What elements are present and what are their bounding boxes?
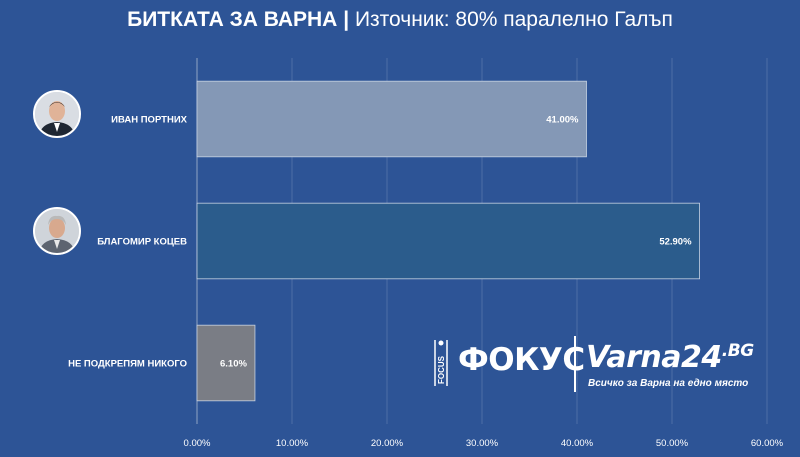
media-logos: FOCUS ФОКУС Varna24.BG Всичко за Варна н…: [428, 330, 768, 400]
data-label: 52.90%: [659, 237, 692, 248]
x-tick-label: 0.00%: [184, 438, 211, 449]
title-separator: |: [343, 8, 350, 31]
x-tick-label: 40.00%: [561, 438, 594, 449]
bar-1: [196, 202, 700, 280]
title-subtitle: Източник: 80% паралелно Галъп: [354, 8, 673, 31]
value-labels: 41.00% 52.90% 6.10%: [220, 115, 692, 370]
focus-logo-vertical: FOCUS: [434, 340, 448, 386]
person-icon: [35, 92, 79, 136]
title-main: БИТКАТА ЗА ВАРНА: [127, 8, 338, 31]
candidate-photo-portnih: [33, 90, 81, 138]
bars: [196, 80, 700, 402]
candidate-photo-kotsev: [33, 207, 81, 255]
bar-2: [196, 324, 256, 402]
x-tick-label: 20.00%: [371, 438, 404, 449]
data-label: 41.00%: [546, 115, 579, 126]
chart-title: БИТКАТА ЗА ВАРНА | Източник: 80% паралел…: [0, 8, 800, 32]
category-label: ИВАН ПОРТНИХ: [111, 115, 187, 126]
varna24-suffix: .BG: [721, 341, 754, 361]
x-tick-label: 30.00%: [466, 438, 499, 449]
x-tick-label: 10.00%: [276, 438, 309, 449]
varna24-tagline: Всичко за Варна на едно място: [588, 378, 749, 389]
x-tick-label: 50.00%: [656, 438, 689, 449]
x-tick-labels: 0.00% 10.00% 20.00% 30.00% 40.00% 50.00% 60.00…: [184, 438, 784, 449]
varna24-logo: Varna24.BG: [586, 340, 754, 375]
logo-divider: [574, 336, 576, 392]
category-labels: ИВАН ПОРТНИХ БЛАГОМИР КОЦЕВ НЕ ПОДКРЕПЯМ Н…: [68, 115, 188, 370]
person-icon: [35, 209, 79, 253]
bar-0: [196, 80, 587, 158]
category-label: НЕ ПОДКРЕПЯМ НИКОГО: [68, 359, 187, 370]
focus-logo: ФОКУС: [458, 342, 585, 378]
focus-vertical-text: FOCUS: [437, 355, 446, 384]
varna24-name: Varna24: [586, 340, 722, 375]
category-label: БЛАГОМИР КОЦЕВ: [97, 237, 187, 248]
data-label: 6.10%: [220, 359, 247, 370]
x-tick-label: 60.00%: [751, 438, 784, 449]
